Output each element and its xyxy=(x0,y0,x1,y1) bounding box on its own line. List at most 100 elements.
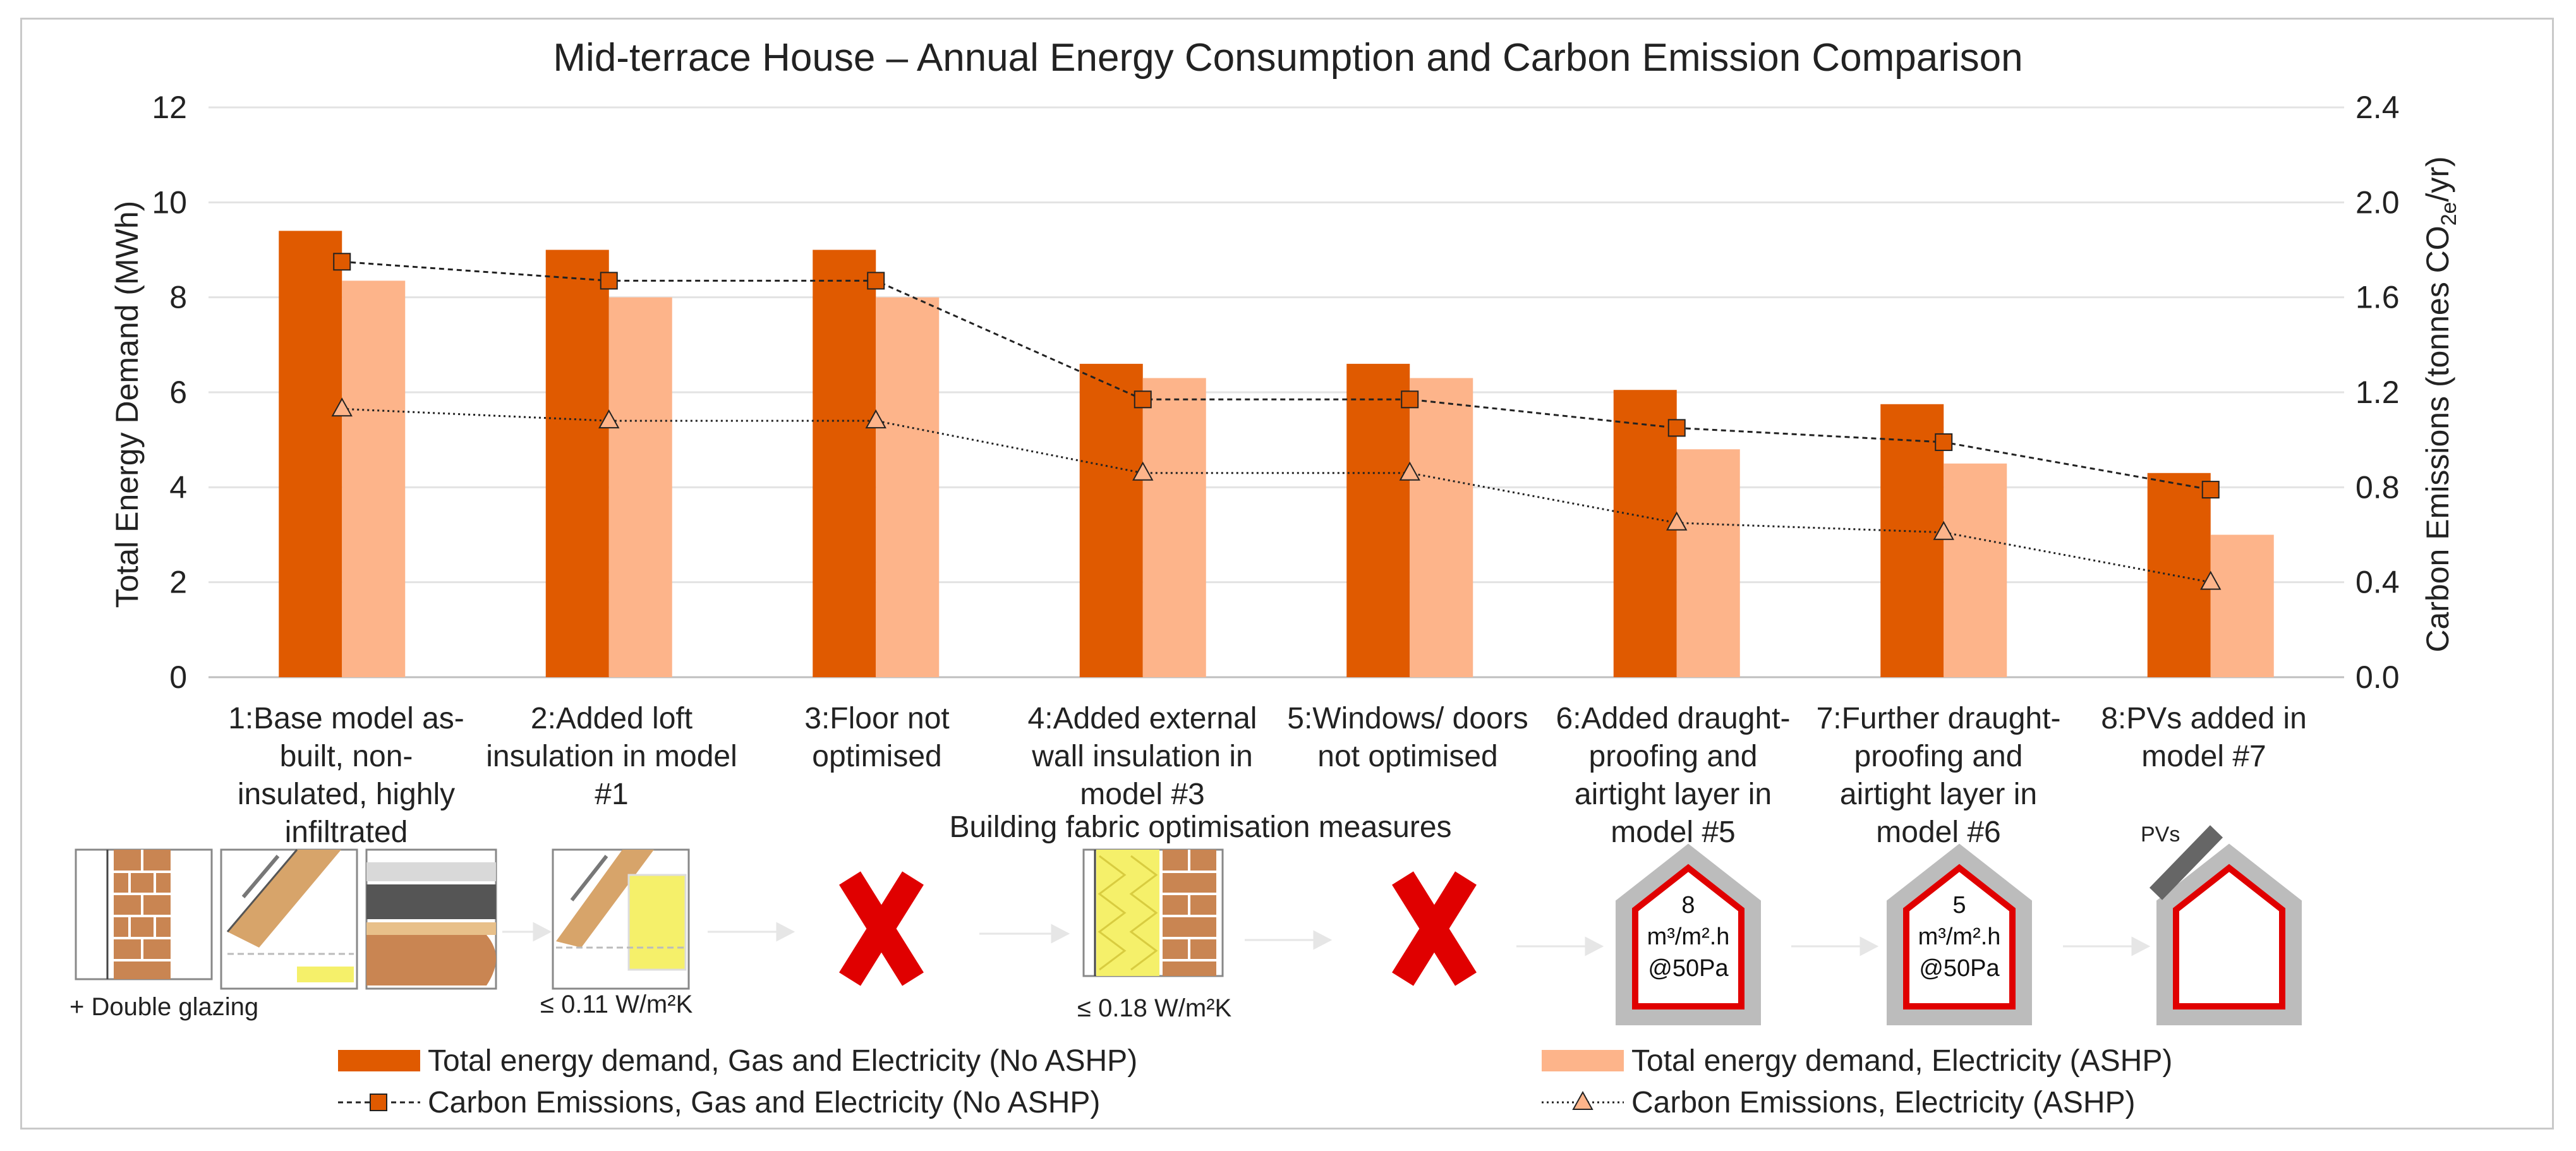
legend-symbols xyxy=(338,1050,1624,1111)
data-point-triangle xyxy=(1933,521,1954,540)
data-point-square xyxy=(600,272,618,290)
left-tick-label: 0 xyxy=(169,660,187,695)
right-tick-label: 0.0 xyxy=(2355,660,2400,695)
pv-label: PVs xyxy=(2141,823,2180,847)
category-label: 4:Added external wall insulation in model … xyxy=(1027,702,1257,811)
figure-frame xyxy=(20,18,2554,1130)
legend-swatch-ashp-bar xyxy=(1542,1050,1624,1071)
airtight-7-value: 5 xyxy=(1952,892,1966,919)
data-point-square xyxy=(867,272,885,290)
double-glazing-label: + Double glazing xyxy=(70,993,259,1021)
wall-insulation-illustration xyxy=(1082,848,1224,977)
base-floor-illustration xyxy=(365,848,497,990)
airtight-6-pressure: @50Pa xyxy=(1648,955,1729,982)
base-wall-illustration xyxy=(75,848,213,980)
bar xyxy=(1880,404,1944,677)
data-point-square xyxy=(2201,481,2220,499)
right-tick-label: 2.4 xyxy=(2355,90,2400,125)
bar xyxy=(813,250,876,677)
bar xyxy=(1142,378,1206,677)
airtight-house-6-icon xyxy=(1616,843,1761,1025)
category-label: 5:Windows/ doors not optimised xyxy=(1287,702,1528,773)
loft-u-value-label: ≤ 0.11 W/m²K xyxy=(540,991,693,1018)
right-axis-label-prefix: Carbon Emissions (tonnes CO xyxy=(2420,226,2455,652)
legend-marker-square xyxy=(370,1094,387,1111)
right-tick-label: 0.4 xyxy=(2355,565,2400,600)
pv-house-icon xyxy=(2149,825,2302,1025)
legend-gas-line: Carbon Emissions, Gas and Electricity (N… xyxy=(428,1085,1100,1120)
loft-insulation-illustration xyxy=(552,848,690,990)
category-label: 3:Floor not optimised xyxy=(804,702,950,773)
right-axis-ticks: 0.0 0.4 0.8 1.2 1.6 2.0 2.4 xyxy=(2355,90,2400,695)
floor-not-optimised-cross-icon xyxy=(839,871,924,986)
left-axis-ticks: 0 2 4 6 8 10 12 xyxy=(152,90,187,695)
data-point-square xyxy=(1667,419,1686,437)
legend-gas-bar: Total energy demand, Gas and Electricity… xyxy=(428,1044,1137,1078)
legend-marker-triangle xyxy=(1572,1090,1593,1110)
data-point-square xyxy=(333,253,351,271)
section-title: Building fabric optimisation measures xyxy=(949,811,1452,844)
left-axis-label: Total Energy Demand (MWh) xyxy=(109,201,145,608)
bar xyxy=(1346,363,1410,677)
airtight-7-pressure: @50Pa xyxy=(1919,955,2000,982)
left-tick-label: 4 xyxy=(169,469,187,505)
data-point-triangle xyxy=(1132,461,1154,481)
category-label: 6:Added draught-proofing and airtight lay… xyxy=(1556,702,1791,849)
pv-panel-icon xyxy=(2149,825,2223,900)
line-series xyxy=(331,253,2222,590)
legend-ashp-line: Carbon Emissions, Electricity (ASHP) xyxy=(1631,1085,2136,1120)
bar xyxy=(1613,390,1677,677)
data-point-triangle xyxy=(598,409,620,429)
wall-u-value-label: ≤ 0.18 W/m²K xyxy=(1077,994,1232,1022)
data-point-triangle xyxy=(331,397,353,417)
bar xyxy=(279,231,342,677)
legend-label-ashp-line: Carbon Emissions, Electricity (ASHP) xyxy=(1631,1086,2136,1119)
bar-series xyxy=(279,231,2274,678)
data-point-square xyxy=(1134,390,1152,409)
data-point-triangle xyxy=(865,409,886,429)
legend-ashp-bar: Total energy demand, Electricity (ASHP) xyxy=(1631,1044,2172,1078)
bar xyxy=(1944,463,2007,677)
bar xyxy=(1676,449,1740,677)
legend-label-gas-bar: Total energy demand, Gas and Electricity… xyxy=(428,1044,1138,1078)
bar xyxy=(342,280,406,677)
bar xyxy=(608,297,672,678)
data-point-triangle xyxy=(1666,511,1688,531)
gas-emissions-line xyxy=(342,260,2211,491)
right-axis-label-sub: 2e xyxy=(2437,202,2461,226)
ashp-emissions-line xyxy=(342,407,2211,584)
left-tick-label: 2 xyxy=(169,565,187,600)
windows-not-optimised-cross-icon xyxy=(1392,871,1477,986)
progression-arrows xyxy=(502,922,2151,956)
category-label: 2:Added loft insulation in model #1 xyxy=(486,702,737,811)
right-axis-label: Carbon Emissions (tonnes CO2e/yr) xyxy=(2420,156,2461,652)
right-tick-label: 1.2 xyxy=(2355,375,2400,410)
bar xyxy=(2210,534,2274,677)
right-tick-label: 0.8 xyxy=(2355,469,2400,505)
gridlines xyxy=(209,106,2344,678)
airtight-7-text: 5 m³/m².h @50Pa xyxy=(1906,889,2013,984)
bar xyxy=(545,250,609,677)
legend-label-gas-line: Carbon Emissions, Gas and Electricity (N… xyxy=(428,1086,1101,1119)
right-axis-label-suffix: /yr) xyxy=(2420,156,2455,202)
base-roof-illustration xyxy=(220,848,358,990)
legend-swatch-gas-bar xyxy=(338,1050,420,1071)
left-tick-label: 12 xyxy=(152,90,187,125)
airtight-6-text: 8 m³/m².h @50Pa xyxy=(1635,889,1742,984)
bar xyxy=(1410,378,1473,677)
left-tick-label: 6 xyxy=(169,375,187,410)
airtight-6-unit: m³/m².h xyxy=(1647,924,1730,950)
category-label: 8:PVs added in model #7 xyxy=(2101,702,2307,773)
right-tick-label: 2.0 xyxy=(2355,184,2400,220)
data-point-triangle xyxy=(1399,461,1420,481)
airtight-house-7-icon xyxy=(1887,843,2032,1025)
data-point-square xyxy=(1401,390,1419,409)
bar xyxy=(2147,473,2211,677)
airtight-6-value: 8 xyxy=(1681,892,1695,919)
data-point-square xyxy=(1935,433,1953,451)
legend-label-ashp-bar: Total energy demand, Electricity (ASHP) xyxy=(1631,1044,2173,1078)
category-label: 7:Further draught-proofing and airtight l… xyxy=(1816,702,2061,849)
bar xyxy=(876,297,940,678)
left-tick-label: 8 xyxy=(169,280,187,315)
